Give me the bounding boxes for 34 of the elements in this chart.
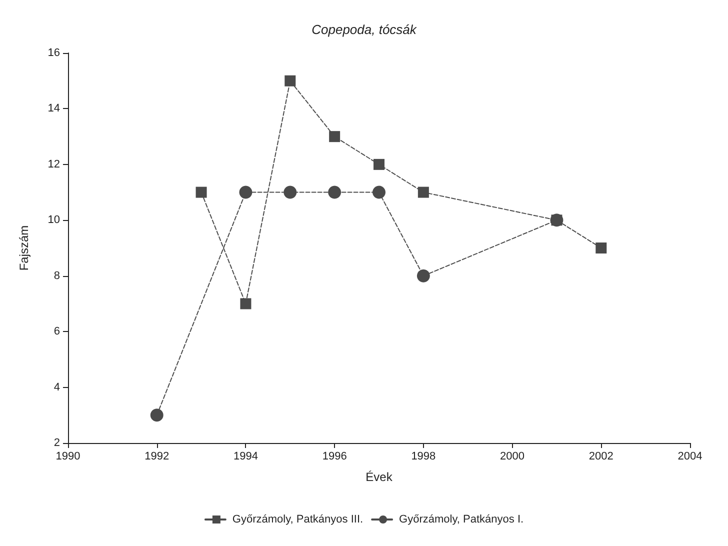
point — [150, 408, 164, 422]
x-tick-label: 1996 — [322, 450, 347, 462]
y-tick-label: 12 — [48, 158, 60, 170]
point — [284, 186, 297, 199]
x-tick-label: 2002 — [588, 450, 614, 462]
x-axis-title: Évek — [366, 470, 394, 484]
chart-title: Copepoda, tócsák — [312, 22, 418, 37]
point — [416, 269, 430, 282]
y-tick-label: 16 — [48, 47, 60, 59]
y-tick-label: 4 — [54, 381, 60, 394]
y-tick-label: 2 — [54, 437, 60, 449]
y-tick-label: 10 — [48, 214, 60, 226]
x-tick-label: 1990 — [56, 450, 80, 462]
y-axis-title: Fajszám — [17, 225, 31, 271]
y-tick-label: 8 — [54, 270, 60, 282]
point — [239, 186, 252, 199]
x-tick-label: 1992 — [144, 450, 170, 462]
point — [328, 186, 342, 199]
x-tick-label: 2004 — [678, 450, 702, 462]
point — [596, 242, 607, 254]
point — [196, 186, 207, 198]
point — [240, 298, 252, 310]
point — [329, 131, 340, 142]
x-tick-label: 1998 — [411, 450, 436, 462]
x-tick-label: 2000 — [500, 450, 525, 462]
x-tick-label: 1994 — [233, 450, 258, 462]
point — [372, 186, 386, 199]
legend-label: Győrzámoly, Patkányos III. — [232, 514, 364, 526]
point — [418, 186, 429, 198]
point — [374, 158, 384, 170]
y-tick-label: 14 — [48, 102, 60, 115]
y-tick-label: 6 — [54, 326, 60, 338]
point — [284, 75, 296, 86]
legend-label: Győrzámoly, Patkányos I. — [399, 514, 524, 526]
